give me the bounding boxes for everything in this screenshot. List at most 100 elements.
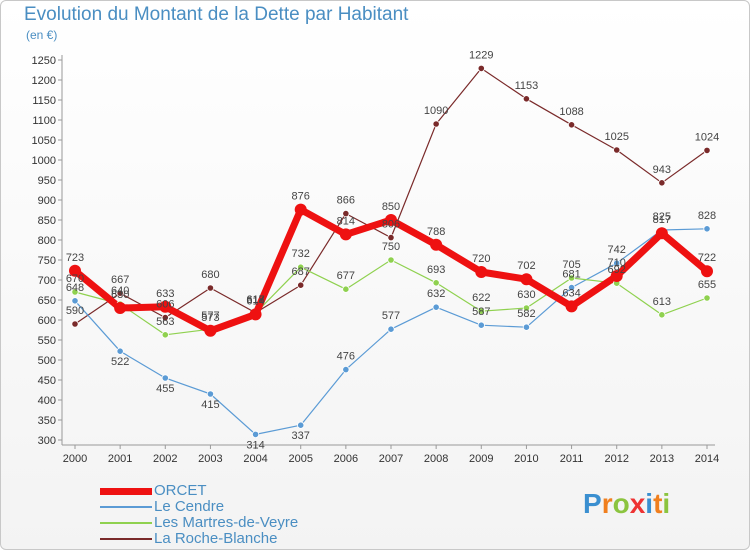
x-tick-label: 2000 <box>63 453 87 465</box>
data-point <box>342 285 350 293</box>
data-label: 670 <box>66 273 84 285</box>
data-label: 680 <box>201 269 219 281</box>
data-label: 687 <box>292 266 310 278</box>
data-point <box>387 256 395 264</box>
data-label: 590 <box>66 305 84 317</box>
data-label: 850 <box>382 201 400 213</box>
data-label: 640 <box>111 285 129 297</box>
data-label: 613 <box>653 296 671 308</box>
x-tick-label: 2003 <box>198 453 222 465</box>
data-label: 1153 <box>515 80 539 92</box>
data-label: 617 <box>246 294 264 306</box>
series-line <box>74 67 708 325</box>
data-label: 577 <box>382 310 400 322</box>
data-label: 1025 <box>604 131 628 143</box>
data-point <box>342 210 350 218</box>
data-point <box>610 270 623 282</box>
data-point <box>206 284 215 292</box>
data-label: 573 <box>201 312 219 324</box>
legend-swatch <box>100 488 152 495</box>
x-tick-label: 2014 <box>695 453 719 465</box>
chart-title: Evolution du Montant de la Dette par Hab… <box>24 4 409 25</box>
x-tick-label: 2009 <box>469 453 493 465</box>
data-label: 742 <box>608 244 626 256</box>
y-tick-label: 850 <box>38 215 56 227</box>
x-tick-label: 2004 <box>243 453 267 465</box>
data-point <box>565 300 578 313</box>
data-point <box>297 421 305 429</box>
legend-swatch <box>100 522 152 524</box>
y-tick-label: 1050 <box>32 135 56 147</box>
y-tick-label: 750 <box>38 255 56 267</box>
data-point <box>71 288 79 296</box>
legend-swatch <box>100 538 152 540</box>
data-point <box>71 320 79 328</box>
data-label: 1088 <box>559 106 583 118</box>
data-point <box>613 259 621 267</box>
data-label: 722 <box>698 252 716 264</box>
data-point <box>613 146 621 154</box>
data-point <box>522 304 531 312</box>
x-tick-label: 2001 <box>108 453 132 465</box>
logo-letter: i <box>645 488 654 519</box>
data-point <box>703 225 711 233</box>
data-point <box>297 263 305 271</box>
data-label: 817 <box>653 214 671 226</box>
data-label: 788 <box>427 226 445 238</box>
data-label: 455 <box>156 383 174 395</box>
y-tick-label: 400 <box>38 395 56 407</box>
x-tick-label: 2002 <box>153 453 177 465</box>
x-tick-label: 2011 <box>560 453 584 465</box>
y-tick-label: 700 <box>38 275 56 287</box>
data-label: 622 <box>472 292 490 304</box>
data-point <box>339 228 352 241</box>
data-label: 1090 <box>424 105 448 117</box>
data-point <box>297 281 305 289</box>
data-label: 587 <box>472 306 490 318</box>
data-point <box>204 324 217 337</box>
data-label: 828 <box>698 210 716 222</box>
data-label: 648 <box>66 282 84 294</box>
data-label: 866 <box>337 195 355 207</box>
data-point <box>294 203 307 216</box>
data-point <box>703 294 711 302</box>
data-label: 732 <box>292 248 310 260</box>
data-point <box>116 289 124 297</box>
data-label: 630 <box>111 289 129 301</box>
data-label: 692 <box>608 264 626 276</box>
data-point <box>520 273 533 286</box>
data-label: 723 <box>66 252 84 264</box>
data-label: 750 <box>382 241 400 253</box>
data-point <box>477 64 485 73</box>
data-point <box>522 323 531 331</box>
data-point <box>385 214 397 226</box>
data-label: 806 <box>382 219 400 231</box>
data-point <box>567 283 576 292</box>
legend-label: Les Martres-de-Veyre <box>154 514 299 531</box>
y-tick-label: 950 <box>38 175 56 187</box>
data-point <box>522 95 531 103</box>
data-point <box>251 430 260 438</box>
data-point <box>114 302 127 314</box>
y-tick-label: 350 <box>38 415 56 427</box>
data-point <box>703 146 711 154</box>
data-label: 667 <box>111 274 129 286</box>
data-label: 582 <box>517 308 535 320</box>
data-point <box>701 265 713 278</box>
y-tick-label: 450 <box>38 375 56 387</box>
data-point <box>206 390 215 398</box>
data-label: 634 <box>562 287 580 299</box>
data-point <box>69 264 81 277</box>
data-point <box>342 365 350 374</box>
data-label: 577 <box>201 310 219 322</box>
logo-letter: i <box>662 488 671 519</box>
legend-label: ORCET <box>154 482 207 499</box>
logo-letter: o <box>612 488 630 519</box>
data-label: 630 <box>517 289 535 301</box>
data-label: 606 <box>156 299 174 311</box>
x-tick-label: 2008 <box>424 453 448 465</box>
legend-label: La Roche-Blanche <box>154 530 278 547</box>
x-tick-label: 2006 <box>334 453 358 465</box>
x-tick-label: 2007 <box>379 453 403 465</box>
data-point <box>432 303 440 311</box>
